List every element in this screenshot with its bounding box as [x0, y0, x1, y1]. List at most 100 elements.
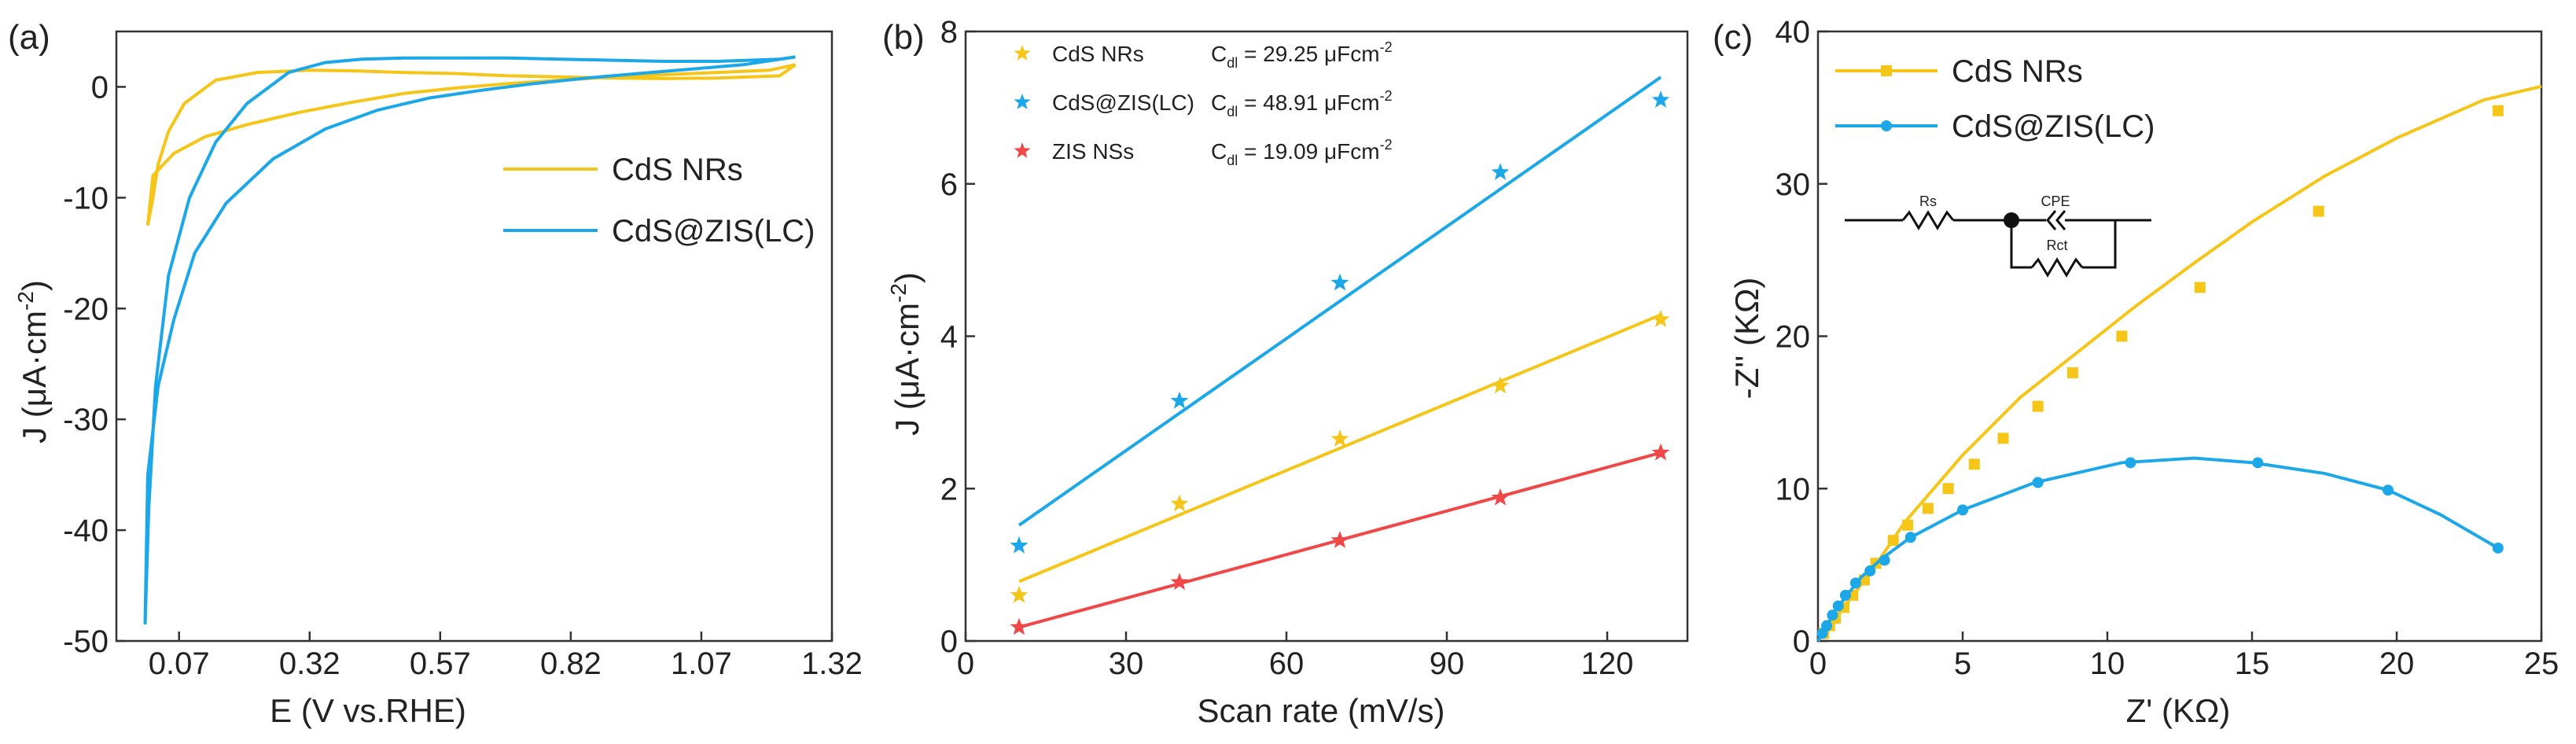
- panel-c-x-tick-label: 5: [1954, 646, 1971, 681]
- panel-c-y-tick-label: 30: [1776, 168, 1811, 202]
- panel-a-cv-curve-cds: [145, 63, 797, 226]
- panel-c-x-tick-label: 0: [1809, 646, 1827, 681]
- panel-c-point-cds: [2032, 400, 2044, 412]
- circuit-node: [2004, 212, 2019, 228]
- panel-c-point-czl: [2032, 477, 2044, 488]
- panel-b-x-tick-label: 60: [1269, 646, 1305, 681]
- panel-c-curve-cds: [1816, 84, 2542, 643]
- panel-b-point-czl: [1330, 273, 1349, 291]
- panel-c-x-tick-label: 20: [2379, 646, 2415, 681]
- panel-b-y-axis-title: J (μA·cm-2): [886, 272, 926, 436]
- panel-c-point-cds: [2313, 205, 2324, 217]
- panel-c-y-tick-label: 0: [1793, 624, 1810, 659]
- panel-b-x-tick-label: 30: [1109, 646, 1144, 681]
- circuit-rs-resistor: [1901, 210, 1955, 230]
- panel-c-point-cds: [2492, 105, 2504, 116]
- panel-c-label: (c): [1713, 18, 1753, 57]
- panel-b-x-tick-label: 90: [1430, 646, 1465, 681]
- panel-c-point-cds: [2116, 330, 2128, 342]
- panel-c-point-cds: [1997, 433, 2009, 444]
- panel-a-cv-plot: (a) E (V vs.RHE) J (μA·cm-2) 0.07 0.32 0.5…: [8, 18, 863, 729]
- panel-c-point-cds: [1922, 503, 1934, 514]
- panel-a-y-tick-label: -50: [63, 624, 109, 659]
- panel-a-plot-frame: [115, 30, 834, 643]
- panel-c-point-czl: [2382, 484, 2394, 496]
- panel-a-y-tick-label: 0: [91, 70, 109, 105]
- panel-a-y-axis-title: J (μA·cm-2): [13, 280, 53, 444]
- panel-a-cv-curve-czl: [143, 55, 796, 624]
- panel-a-y-tick-label: -30: [63, 403, 109, 437]
- panel-a-x-axis-title: E (V vs.RHE): [270, 692, 466, 729]
- panel-b-y-tick-label: 6: [940, 168, 958, 202]
- panel-b-point-zis: [1010, 617, 1029, 635]
- panel-b-fit-line-czl: [1018, 76, 1662, 527]
- panel-b-cdl-plot: (b) Scan rate (mV/s) J (μA·cm-2) 0 30 60 90…: [882, 15, 1689, 729]
- panel-c-point-cds: [1968, 459, 1980, 470]
- panel-c-nyquist-plot: (c) Z' (KΩ) -Z'' (KΩ) 0 5 10 15 20 25 0 10 20 30 4…: [1713, 15, 2559, 729]
- panel-b-legend-marker-cds: [1014, 45, 1031, 61]
- panel-b-legend-label-zis: ZIS NSs: [1052, 139, 1134, 164]
- panel-b-point-czl: [1651, 90, 1670, 108]
- panel-b-point-zis: [1491, 488, 1510, 506]
- panel-c-point-czl: [1821, 620, 1833, 632]
- panel-b-point-cds: [1651, 310, 1670, 327]
- panel-c-y-tick-label: 10: [1776, 472, 1811, 506]
- circuit-label-cpe: CPE: [2041, 193, 2070, 209]
- panel-c-point-cds: [2194, 282, 2206, 293]
- panel-c-point-czl: [1839, 589, 1851, 601]
- panel-c-point-cds: [1902, 519, 1914, 531]
- panel-c-point-czl: [1957, 504, 1968, 516]
- panel-b-label: (b): [882, 18, 925, 57]
- panel-a-legend-label-czl: CdS@ZIS(LC): [612, 214, 815, 249]
- panel-c-y-tick-label: 20: [1776, 320, 1811, 355]
- panel-c-legend-label-cds: CdS NRs: [1952, 54, 2083, 89]
- circuit-cpe-right-plate: [2055, 210, 2066, 230]
- panel-b-y-tick-label: 4: [940, 320, 958, 355]
- panel-c-curve-czl: [1816, 456, 2499, 642]
- panel-b-cdl-annotation-czl: Cdl = 48.91 μFcm-2: [1211, 88, 1393, 120]
- panel-b-fit-line-cds: [1018, 313, 1662, 584]
- panel-b-point-zis: [1330, 531, 1349, 548]
- panel-c-point-czl: [2252, 457, 2264, 469]
- panel-c-point-czl: [2125, 457, 2136, 469]
- panel-b-y-tick-label: 2: [940, 472, 958, 506]
- panel-b-point-zis: [1170, 573, 1189, 591]
- panel-b-x-axis-title: Scan rate (mV/s): [1197, 692, 1444, 729]
- panel-b-y-tick-label: 8: [940, 15, 958, 50]
- panel-c-point-czl: [1879, 554, 1890, 566]
- panel-c-point-czl: [1904, 532, 1916, 543]
- panel-a-y-tick-label: -40: [63, 514, 109, 548]
- panel-c-x-tick-label: 25: [2524, 646, 2559, 681]
- circuit-rct-resistor: [2030, 257, 2084, 278]
- panel-b-point-czl: [1010, 536, 1029, 554]
- panel-b-point-cds: [1330, 429, 1349, 447]
- circuit-cpe-left-plate: [2046, 210, 2057, 230]
- panel-c-point-czl: [1832, 600, 1844, 612]
- equivalent-circuit-inset: [1845, 210, 2151, 278]
- panel-a-x-tick-label: 1.32: [801, 646, 863, 681]
- panel-c-legend-marker-czl: [1881, 120, 1892, 131]
- panel-b-point-zis: [1651, 443, 1670, 461]
- panel-b-legend-marker-zis: [1014, 142, 1031, 158]
- panel-c-legend-label-czl: CdS@ZIS(LC): [1952, 109, 2155, 144]
- panel-b-point-czl: [1170, 391, 1189, 409]
- panel-c-y-axis-title: -Z'' (KΩ): [1728, 278, 1765, 400]
- panel-c-legend-marker-cds: [1881, 65, 1892, 76]
- panel-b-legend-label-cds: CdS NRs: [1052, 42, 1144, 66]
- panel-b-legend-marker-czl: [1014, 94, 1031, 109]
- panel-b-y-tick-label: 0: [940, 624, 958, 659]
- panel-b-plot-frame: [964, 30, 1689, 643]
- panel-a-x-tick-label: 0.32: [279, 646, 340, 681]
- panel-a-y-tick-label: -10: [63, 181, 109, 215]
- panel-c-point-czl: [2492, 542, 2504, 554]
- panel-a-x-tick-label: 0.82: [540, 646, 602, 681]
- panel-c-x-axis-title: Z' (KΩ): [2126, 692, 2231, 729]
- panel-a-x-tick-label: 1.07: [671, 646, 732, 681]
- circuit-branch-left: [2010, 220, 2032, 269]
- panel-a-y-tick-label: -20: [63, 292, 109, 326]
- panel-b-legend-label-czl: CdS@ZIS(LC): [1052, 90, 1194, 115]
- panel-c-point-czl: [1849, 577, 1861, 589]
- panel-c-x-tick-label: 15: [2235, 646, 2270, 681]
- panel-c-point-cds: [2066, 367, 2078, 378]
